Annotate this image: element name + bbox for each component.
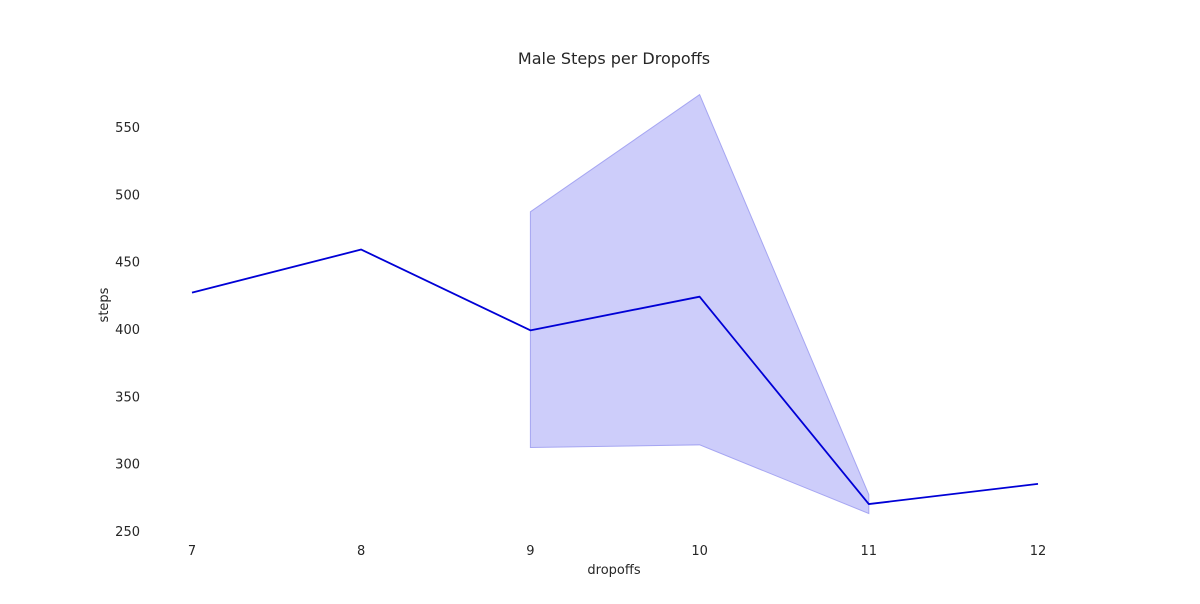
y-tick-label: 450: [115, 256, 140, 271]
y-tick-label: 300: [115, 458, 140, 473]
x-tick-label: 8: [357, 544, 365, 559]
chart-title: Male Steps per Dropoffs: [518, 49, 710, 68]
confidence-band-layer: [530, 95, 868, 514]
y-tick-label: 350: [115, 390, 140, 405]
y-tick-label: 500: [115, 188, 140, 203]
y-axis-label: steps: [97, 287, 112, 322]
x-tick-label: 10: [691, 544, 708, 559]
x-tick-label: 9: [526, 544, 534, 559]
x-tick-label: 7: [188, 544, 196, 559]
x-axis-ticks: 7 8 9 10 11 12: [188, 544, 1046, 559]
x-tick-label: 11: [861, 544, 878, 559]
x-tick-label: 12: [1030, 544, 1047, 559]
y-tick-label: 250: [115, 525, 140, 540]
confidence-band: [530, 95, 868, 514]
y-tick-label: 550: [115, 121, 140, 136]
x-axis-label: dropoffs: [587, 563, 640, 578]
y-tick-label: 400: [115, 323, 140, 338]
y-axis-ticks: 250 300 350 400 450 500 550: [115, 121, 140, 540]
